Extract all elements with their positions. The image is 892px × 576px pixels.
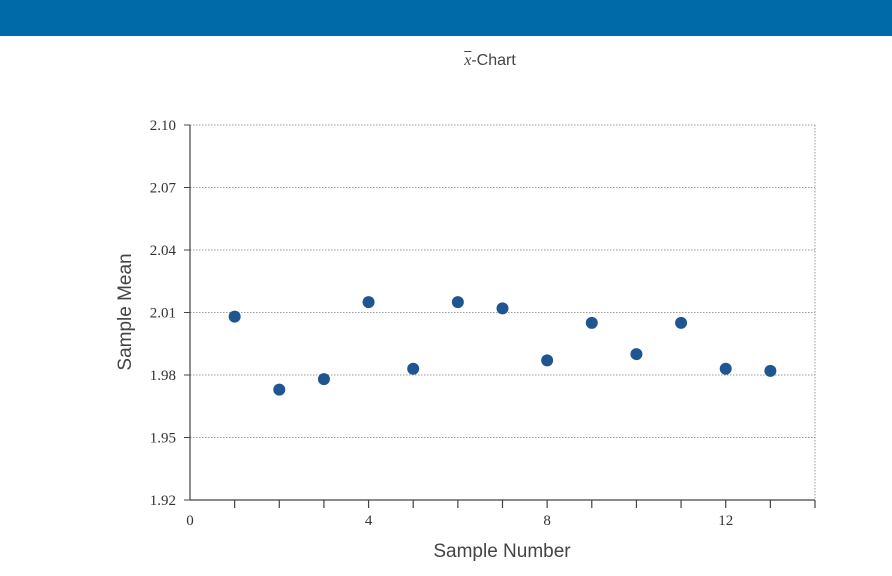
y-tick-label: 1.92 [150, 493, 176, 509]
x-tick-label: 8 [543, 513, 551, 529]
data-point [362, 296, 375, 309]
y-tick-label: 2.01 [150, 306, 176, 322]
data-point [764, 364, 777, 377]
x-tick-label: 4 [365, 513, 373, 529]
data-point [407, 362, 420, 375]
data-point [630, 348, 643, 361]
data-point [496, 302, 509, 315]
y-tick-label: 1.95 [150, 431, 176, 447]
data-point [719, 362, 732, 375]
chart-title-text: -Chart [471, 52, 516, 69]
y-tick-label: 1.98 [150, 368, 176, 384]
data-point [675, 316, 688, 329]
header-bar [0, 0, 892, 36]
y-tick-label: 2.07 [150, 181, 177, 197]
axes [184, 124, 816, 508]
data-point [451, 296, 464, 309]
y-tick-label: 2.04 [150, 243, 177, 259]
tick-labels: 1.92 1.95 1.98 2.01 2.04 2.07 2.10 0 4 8 12 [150, 118, 733, 529]
data-point [541, 354, 554, 367]
y-axis-label: Sample Mean [115, 253, 136, 370]
data-point [585, 316, 598, 329]
chart-title: x-Chart [0, 52, 892, 70]
data-point [228, 310, 241, 323]
x-tick-label: 12 [718, 513, 733, 529]
data-points [228, 296, 777, 396]
y-tick-label: 2.10 [150, 118, 176, 134]
chart-title-symbol: x [464, 52, 472, 69]
x-tick-label: 0 [186, 513, 194, 529]
data-point [317, 373, 330, 386]
x-axis-label: Sample Number [433, 541, 571, 562]
data-point [273, 383, 286, 396]
